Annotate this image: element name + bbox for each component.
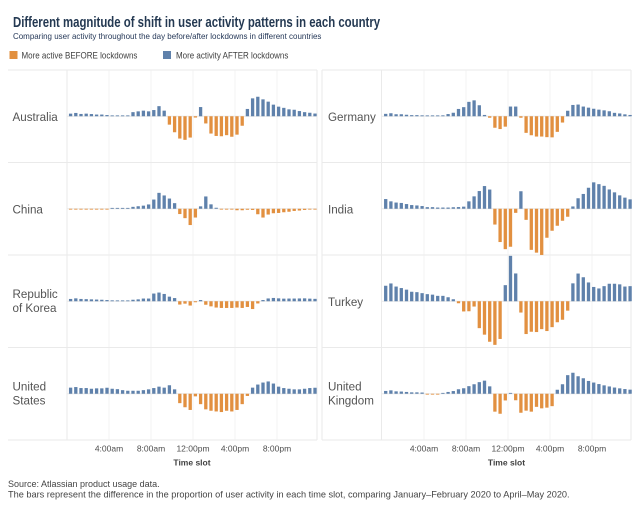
svg-text:Germany: Germany [328,110,376,124]
svg-text:8:00am: 8:00am [452,444,480,454]
svg-text:Republic: Republic [13,287,58,301]
svg-text:States: States [13,393,46,407]
svg-text:Australia: Australia [13,110,59,124]
svg-text:Source: Atlassian product usag: Source: Atlassian product usage data. [8,479,160,489]
svg-text:4:00am: 4:00am [410,444,438,454]
svg-text:Turkey: Turkey [328,295,363,309]
svg-text:4:00pm: 4:00pm [536,444,564,454]
svg-text:12:00pm: 12:00pm [176,444,209,454]
svg-text:8:00am: 8:00am [137,444,165,454]
svg-text:Different magnitude of shift i: Different magnitude of shift in user act… [13,13,381,30]
svg-text:Time slot: Time slot [173,458,210,468]
svg-text:4:00pm: 4:00pm [221,444,249,454]
svg-text:4:00am: 4:00am [95,444,123,454]
svg-text:Comparing user activity throug: Comparing user activity throughout the d… [13,32,321,41]
svg-text:The bars represent the differe: The bars represent the difference in the… [8,490,570,500]
svg-text:More active BEFORE lockdowns: More active BEFORE lockdowns [22,50,138,61]
svg-text:United: United [13,379,47,393]
svg-text:India: India [328,202,354,216]
svg-text:Kingdom: Kingdom [328,393,374,407]
svg-text:United: United [328,379,362,393]
svg-text:Time slot: Time slot [488,458,525,468]
svg-text:More activity AFTER lockdowns: More activity AFTER lockdowns [176,50,288,61]
svg-text:8:00pm: 8:00pm [263,444,291,454]
svg-text:China: China [13,202,44,216]
svg-text:12:00pm: 12:00pm [491,444,524,454]
svg-text:of Korea: of Korea [13,301,57,315]
svg-text:8:00pm: 8:00pm [578,444,606,454]
